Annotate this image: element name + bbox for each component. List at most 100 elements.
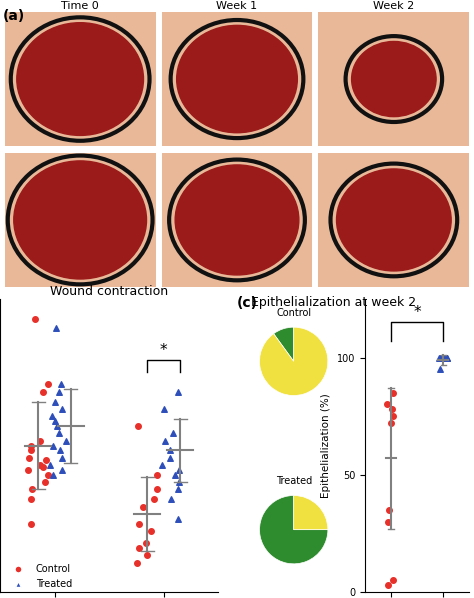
Point	[27, 519, 35, 529]
Circle shape	[177, 25, 297, 133]
Title: Treated: Treated	[275, 476, 312, 486]
Point	[144, 551, 151, 560]
Point	[442, 353, 449, 362]
Point	[55, 387, 62, 396]
Point	[135, 519, 142, 529]
Point	[441, 353, 449, 362]
Point	[154, 484, 161, 494]
Point	[166, 446, 173, 455]
Point	[27, 441, 35, 450]
Point	[50, 441, 57, 450]
Text: Epithelialization at week 2: Epithelialization at week 2	[251, 296, 416, 309]
Point	[59, 465, 66, 475]
Point	[174, 387, 182, 396]
Point	[175, 465, 183, 475]
Circle shape	[17, 23, 144, 135]
Point	[59, 404, 66, 414]
Point	[142, 538, 150, 548]
Title: Week 2: Week 2	[373, 1, 414, 11]
Wedge shape	[260, 496, 328, 564]
Point	[27, 495, 35, 504]
Point	[150, 495, 158, 504]
Point	[134, 421, 142, 431]
Point	[441, 353, 449, 362]
Circle shape	[175, 165, 299, 275]
Point	[443, 353, 451, 362]
Point	[438, 353, 445, 362]
Point	[42, 477, 49, 487]
Point	[135, 543, 143, 553]
Point	[436, 353, 444, 362]
Point	[39, 387, 47, 396]
Point	[133, 558, 141, 568]
Point	[56, 446, 64, 455]
Point	[172, 470, 179, 480]
Point	[27, 446, 35, 455]
Point	[63, 436, 70, 446]
Point	[441, 353, 448, 362]
Point	[443, 353, 450, 362]
Point	[389, 575, 397, 585]
Text: *: *	[413, 305, 421, 320]
Point	[387, 419, 395, 428]
Point	[36, 460, 44, 470]
Point	[440, 353, 448, 362]
Point	[58, 453, 66, 462]
Point	[44, 380, 52, 389]
Wedge shape	[294, 496, 328, 530]
Title: Time 0: Time 0	[61, 1, 99, 11]
Point	[166, 453, 174, 462]
Point	[385, 517, 392, 526]
Point	[28, 484, 36, 494]
Point	[158, 460, 166, 470]
Point	[42, 456, 50, 465]
Point	[153, 470, 161, 480]
Point	[139, 502, 147, 511]
Point	[175, 477, 182, 487]
Point	[174, 514, 182, 524]
Legend: Control, Treated: Control, Treated	[5, 560, 76, 593]
Point	[160, 404, 168, 414]
Point	[384, 580, 392, 590]
Point	[48, 411, 56, 421]
Title: Week 1: Week 1	[217, 1, 257, 11]
Point	[52, 416, 59, 426]
Wedge shape	[260, 327, 328, 395]
Point	[57, 380, 64, 389]
Point	[49, 470, 56, 480]
Point	[39, 463, 46, 472]
Point	[52, 397, 59, 407]
Point	[52, 324, 60, 333]
Point	[169, 429, 176, 438]
Text: (a): (a)	[2, 9, 25, 23]
Point	[389, 411, 397, 421]
Point	[440, 353, 447, 362]
Wedge shape	[273, 327, 294, 361]
Title: Control: Control	[276, 308, 311, 318]
Point	[437, 365, 444, 374]
Point	[55, 429, 63, 438]
Point	[147, 526, 155, 536]
Point	[161, 436, 169, 446]
Point	[167, 495, 175, 504]
Text: *: *	[160, 343, 167, 358]
Circle shape	[352, 41, 436, 117]
Title: Wound contraction: Wound contraction	[50, 285, 168, 298]
Circle shape	[14, 161, 146, 279]
Point	[439, 353, 447, 362]
Legend: Complete, Incomplete: Complete, Incomplete	[259, 596, 329, 598]
Point	[36, 436, 44, 446]
Point	[388, 404, 396, 414]
Point	[53, 421, 61, 431]
Text: (c): (c)	[237, 296, 258, 310]
Point	[385, 505, 392, 515]
Point	[45, 470, 52, 480]
Point	[435, 353, 443, 362]
Circle shape	[337, 169, 451, 271]
Point	[32, 314, 39, 324]
Point	[24, 465, 32, 475]
Point	[25, 453, 32, 462]
Point	[174, 484, 182, 494]
Y-axis label: Epithelialization (%): Epithelialization (%)	[321, 393, 331, 498]
Point	[46, 460, 54, 470]
